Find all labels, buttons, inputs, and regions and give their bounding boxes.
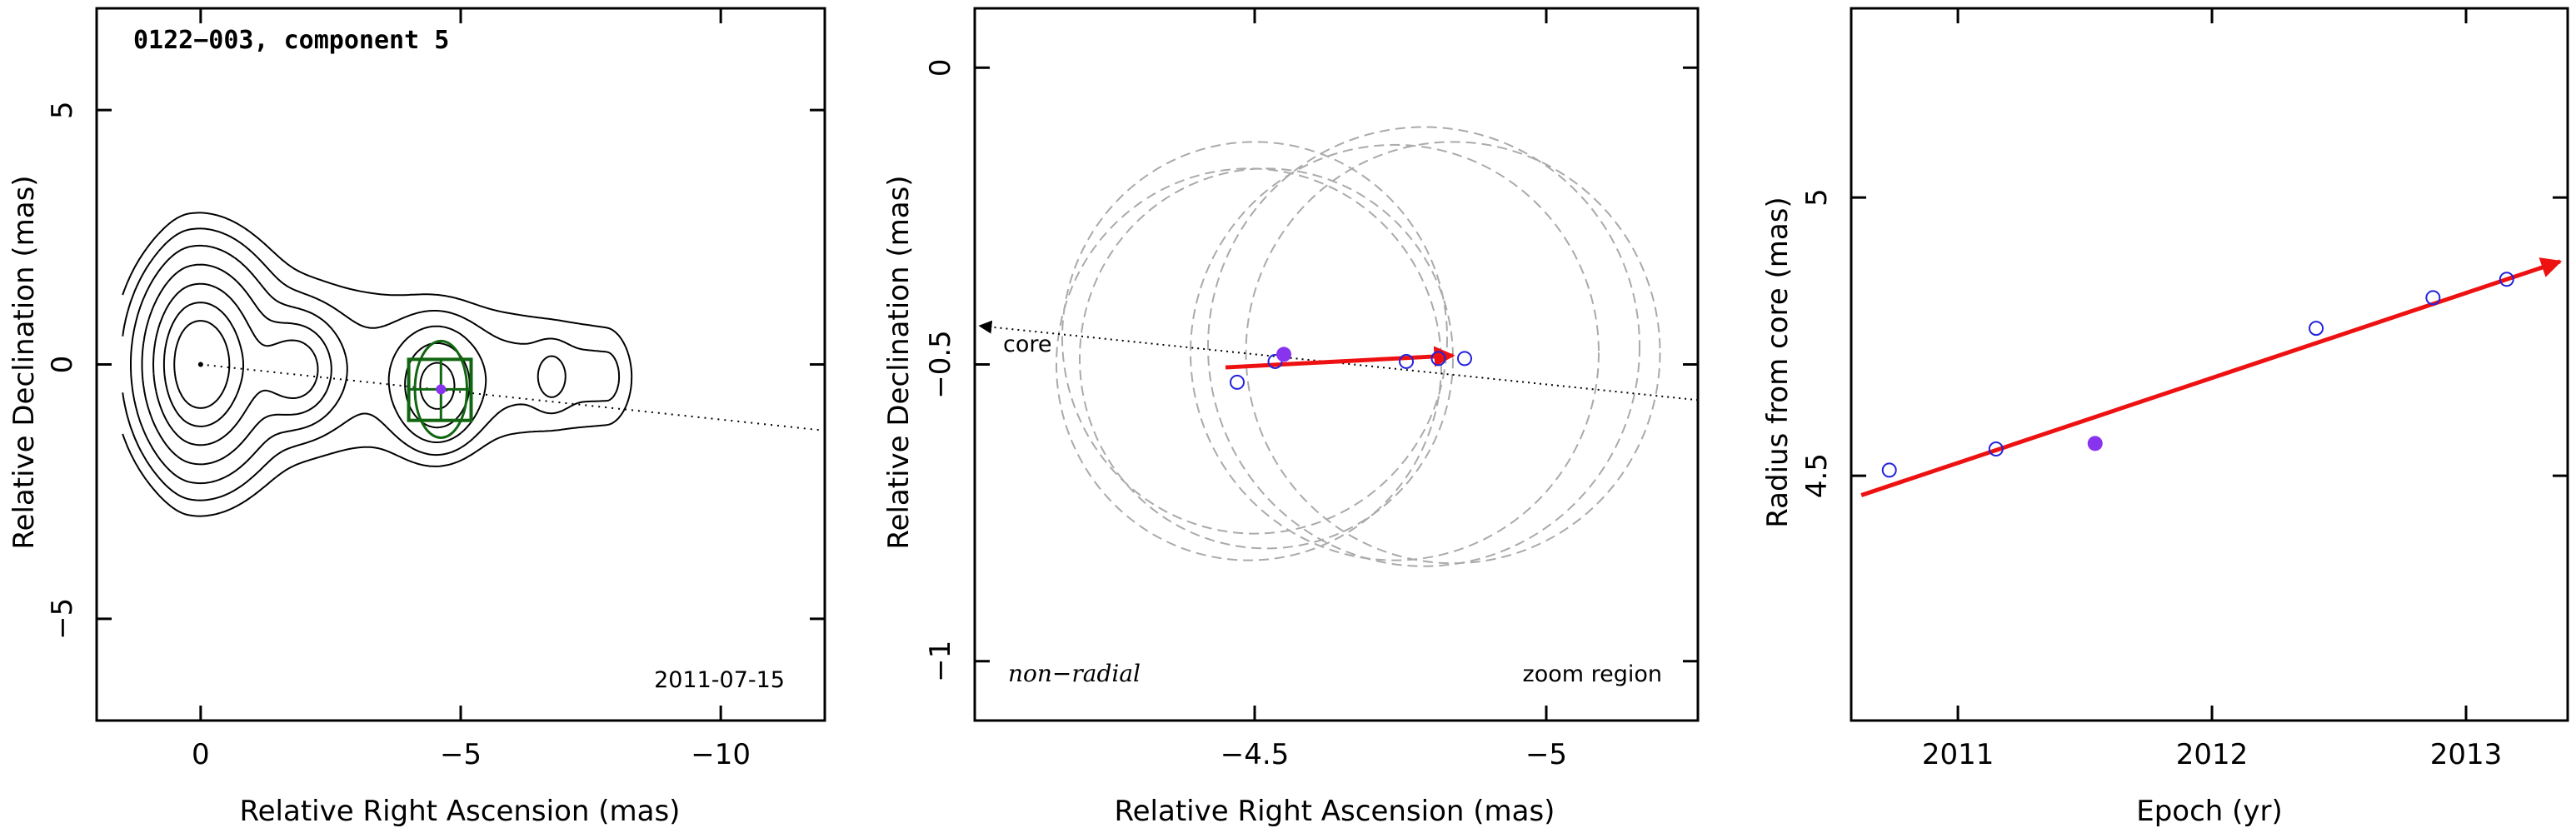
core-label: core <box>1003 332 1051 357</box>
panel-2-frame <box>973 7 1700 722</box>
contour-level <box>162 302 244 427</box>
contour-lines <box>122 212 633 517</box>
panel-2-xtick-label: −5 <box>1525 738 1567 771</box>
component-marker <box>436 384 447 395</box>
panel-1-xlabel: Relative Right Ascension (mas) <box>240 795 681 828</box>
panel-3-ylabel: Radius from core (mas) <box>1761 197 1795 527</box>
panel-2-xlabel: Relative Right Ascension (mas) <box>1115 795 1555 828</box>
zoom-region-label: zoom region <box>1523 661 1662 687</box>
error-circle <box>1061 141 1448 535</box>
panel-1-ylabel: Relative Declination (mas) <box>7 175 41 549</box>
panel-1-date-label: 2011-07-15 <box>654 667 785 693</box>
panel-1-xtick-label: −10 <box>691 738 751 771</box>
panel-1-contour-map: 0 −5 −10 5 0 −5 0122−003, component 5 2011-07… <box>7 7 826 828</box>
contour-level <box>122 212 633 517</box>
panel-2-ylabel: Relative Declination (mas) <box>882 175 916 549</box>
contour-level <box>122 227 621 501</box>
motion-vector-arrow <box>1225 346 1455 370</box>
panel-1-frame <box>95 7 826 722</box>
radius-point <box>2425 290 2441 306</box>
highlight-point <box>1276 347 1291 362</box>
core-marker <box>197 362 203 367</box>
position-point <box>1230 374 1245 390</box>
panel-3-plot-content <box>1860 257 2563 497</box>
panel-3-ytick-label: 4.5 <box>1800 453 1834 498</box>
error-circle <box>1207 126 1640 567</box>
panel-3-ticks: 2011 2012 2013 5 4.5 <box>1800 8 2568 771</box>
panel-2-xtick-label: −4.5 <box>1221 738 1290 771</box>
panel-1-ytick-label: −5 <box>46 598 79 640</box>
panel-2-plot-content <box>978 126 1698 567</box>
panel-1-ytick-label: 5 <box>46 101 79 119</box>
panel-2-zoom-region: −4.5 −5 0 −0.5 −1 core non−radial zoom regio… <box>882 7 1700 828</box>
panel-2-ytick-label: −1 <box>924 641 957 682</box>
panel-1-xtick-label: −5 <box>440 738 482 771</box>
position-points <box>1230 351 1472 390</box>
error-circles <box>1056 126 1661 567</box>
panel-1-ticks: 0 −5 −10 5 0 −5 <box>46 8 825 771</box>
core-direction-line <box>978 320 1698 402</box>
panel-3-xlabel: Epoch (yr) <box>2136 795 2283 828</box>
contour-level <box>130 244 567 485</box>
position-point <box>1399 353 1414 369</box>
panel-3-xtick-label: 2011 <box>1922 738 1994 771</box>
non-radial-label: non−radial <box>1008 660 1141 687</box>
panel-3-ytick-label: 5 <box>1800 188 1834 207</box>
radius-points <box>1881 272 2514 478</box>
radius-point <box>1881 462 1897 478</box>
contour-level <box>173 320 231 409</box>
highlight-point <box>2087 436 2103 451</box>
panel-2-ytick-label: −0.5 <box>924 330 957 399</box>
radius-point <box>2499 272 2514 287</box>
panel-3-frame <box>1850 7 2569 722</box>
error-circle <box>1190 143 1600 561</box>
panel-1-ytick-label: 0 <box>46 356 79 374</box>
panel-3-xtick-label: 2013 <box>2430 738 2503 771</box>
panel-1-xtick-label: 0 <box>192 738 210 771</box>
jet-direction-line <box>200 363 825 431</box>
panel-3-radius-vs-epoch: 2011 2012 2013 5 4.5 Epoch (yr) Radius from … <box>1761 7 2569 828</box>
panel-1-title: 0122−003, component 5 <box>133 26 449 55</box>
panel-3-xtick-label: 2012 <box>2176 738 2249 771</box>
panel-1-plot-content <box>122 212 825 517</box>
error-circle <box>1245 141 1661 565</box>
panel-2-ticks: −4.5 −5 0 −0.5 −1 <box>924 8 1698 771</box>
panel-2-ytick-label: 0 <box>924 58 957 77</box>
position-point <box>1430 351 1446 367</box>
position-point <box>1457 351 1472 367</box>
radius-point <box>1988 441 2004 457</box>
fit-line-arrow <box>1860 257 2563 497</box>
radius-point <box>2309 321 2324 337</box>
